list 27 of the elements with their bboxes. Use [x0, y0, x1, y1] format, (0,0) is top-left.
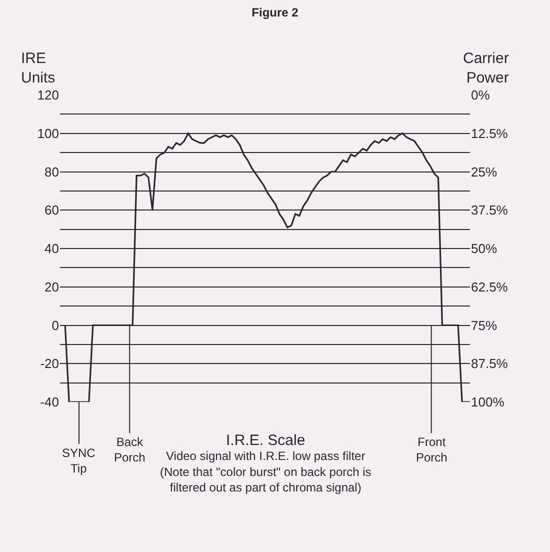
- y-tick-label: 60: [44, 202, 59, 218]
- y2-tick-label: 0%: [471, 88, 490, 103]
- y2-tick-label: 50%: [471, 241, 498, 256]
- y2-tick-label: 37.5%: [471, 202, 508, 218]
- y-tick-label: 100: [37, 126, 59, 141]
- y-axis-title: IRE Units: [21, 50, 56, 86]
- y-tick-label: 40: [44, 241, 59, 256]
- y-tick-label: 120: [37, 88, 59, 103]
- y2-tick-label: 100%: [471, 394, 505, 410]
- y2-tick-label: 25%: [471, 164, 498, 180]
- y2-tick-label: 75%: [471, 318, 498, 333]
- y-tick-label: -20: [40, 356, 59, 372]
- y-tick-label: 20: [44, 279, 59, 294]
- y2-axis-title: Carrier Power: [463, 50, 509, 86]
- y-tick-label: 0: [52, 318, 59, 333]
- text: SYNC Tip: [62, 446, 96, 476]
- chart-title: Figure 2: [252, 6, 299, 20]
- text: Back Porch: [114, 435, 146, 465]
- text: I.R.E. Scale: [226, 432, 306, 449]
- y-tick-label: -40: [40, 394, 59, 410]
- y2-tick-label: 12.5%: [471, 126, 508, 141]
- y2-tick-label: 62.5%: [471, 279, 508, 294]
- text: Video signal with I.R.E. low pass filter: [166, 449, 366, 463]
- y-tick-label: 80: [44, 164, 59, 180]
- y2-tick-label: 87.5%: [471, 356, 508, 372]
- text: (Note that "color burst" on back porch is filtered out as part of chroma signal): [160, 465, 372, 495]
- text: Front Porch: [416, 435, 448, 465]
